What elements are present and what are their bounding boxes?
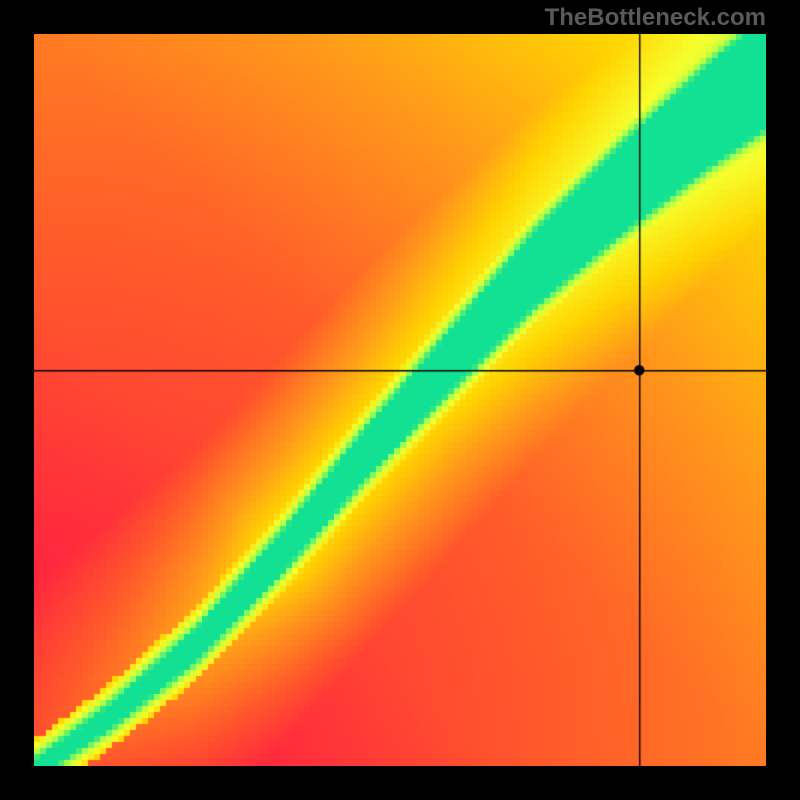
- watermark-text: TheBottleneck.com: [545, 4, 766, 32]
- chart-container: TheBottleneck.com: [0, 0, 800, 800]
- heatmap-plot: [34, 34, 766, 766]
